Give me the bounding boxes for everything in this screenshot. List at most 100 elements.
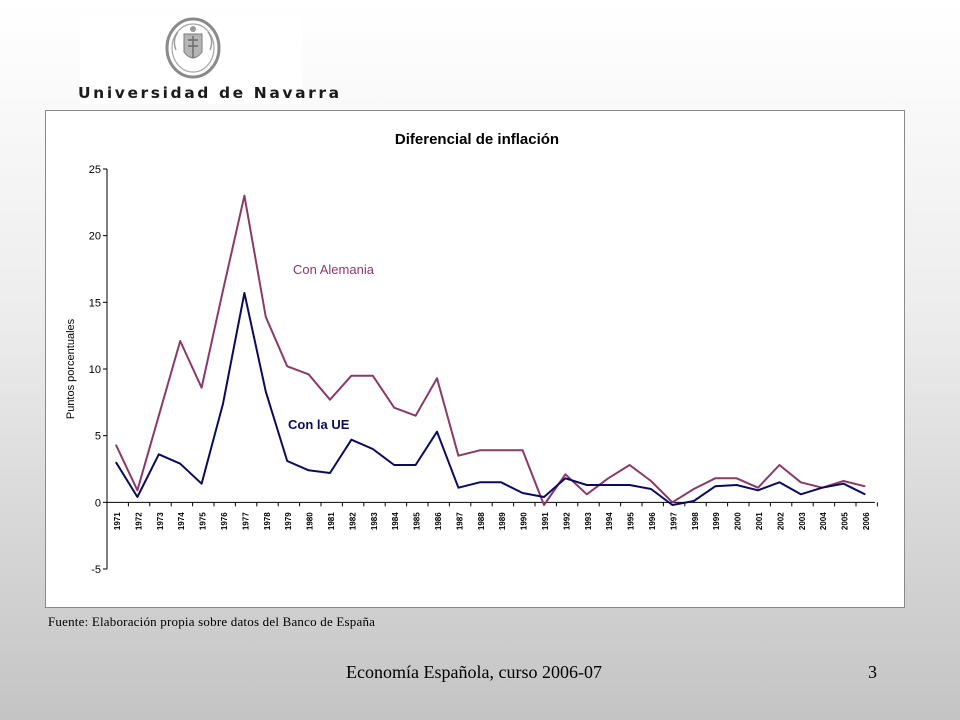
source-note: Fuente: Elaboración propia sobre datos d… <box>48 614 376 629</box>
data-point <box>693 500 695 502</box>
data-point <box>457 455 459 457</box>
data-point <box>564 477 567 479</box>
x-tick-label: 2006 <box>862 512 871 530</box>
series-line <box>115 194 866 506</box>
data-point <box>543 496 545 498</box>
data-point <box>607 477 609 479</box>
data-point <box>179 340 181 342</box>
data-point <box>265 391 267 393</box>
y-tick-label: 20 <box>89 231 101 243</box>
x-tick-label: 1976 <box>220 512 229 530</box>
data-point <box>372 448 374 450</box>
y-tick-label: 0 <box>95 497 101 509</box>
page-number: 3 <box>868 662 877 682</box>
y-tick-label: 5 <box>95 431 101 443</box>
data-point <box>201 387 203 389</box>
x-tick-label: 1996 <box>648 512 657 530</box>
data-point <box>736 477 738 479</box>
x-tick-label: 1978 <box>263 512 272 530</box>
data-point <box>136 489 138 491</box>
x-tick-label: 1981 <box>327 512 336 530</box>
x-tick-label: 1974 <box>177 512 186 530</box>
y-axis-label: Puntos porcentuales <box>65 318 77 419</box>
data-point <box>522 449 524 451</box>
y-tick-label: 10 <box>89 364 101 376</box>
data-point <box>436 377 438 379</box>
data-point <box>864 485 866 487</box>
data-point <box>136 496 138 498</box>
data-point <box>714 485 716 487</box>
series-labels: Con Alemania Con la UE <box>288 262 375 432</box>
x-tick-label: 1987 <box>455 512 464 530</box>
line-chart: Diferencial de inflación Puntos porcentu… <box>65 131 878 576</box>
data-point <box>115 444 117 446</box>
data-point <box>329 472 331 474</box>
data-point <box>286 365 288 367</box>
data-point <box>500 449 502 451</box>
data-point <box>415 464 417 466</box>
x-tick-label: 1982 <box>348 512 357 530</box>
data-point <box>800 493 802 495</box>
data-point <box>479 449 481 451</box>
data-point <box>350 375 352 377</box>
x-tick-label: 2000 <box>734 512 743 530</box>
data-point <box>864 493 866 495</box>
data-point <box>479 481 481 483</box>
x-tick-label: 1983 <box>370 512 379 530</box>
data-point <box>607 484 609 486</box>
x-tick-label: 2003 <box>798 512 807 530</box>
x-tick-label: 1989 <box>498 512 507 530</box>
data-point <box>393 464 395 466</box>
x-tick-label: 1993 <box>584 512 593 530</box>
x-tick-label: 1999 <box>712 512 721 530</box>
series-label: Con la UE <box>288 417 350 432</box>
data-point <box>457 487 459 489</box>
x-tick-label: 1979 <box>284 512 293 530</box>
data-point <box>757 489 759 491</box>
data-point <box>629 464 631 466</box>
x-tick-label: 2004 <box>819 512 828 530</box>
x-tick-label: 1971 <box>113 512 122 530</box>
data-point <box>329 399 331 401</box>
x-tick-label: 1975 <box>199 512 208 530</box>
data-point <box>629 484 631 486</box>
series-line <box>115 292 866 506</box>
data-point <box>778 481 781 483</box>
x-tick-label: 1990 <box>520 512 529 530</box>
y-tick-label: 15 <box>89 297 101 309</box>
x-tick-label: 1984 <box>391 512 400 530</box>
data-point <box>564 473 567 475</box>
data-point <box>201 483 203 485</box>
data-point <box>543 504 545 506</box>
data-point <box>243 195 245 197</box>
footer-course-text: Economía Española, curso 2006-07 <box>346 662 602 682</box>
data-point <box>736 484 738 486</box>
chart-axes: -5 0 5 10 15 20 25 1971 1972 1973 1974 1975 1976 1977… <box>89 164 878 576</box>
y-tick-label: -5 <box>91 564 101 576</box>
data-point <box>671 504 674 506</box>
x-tick-label: 1986 <box>434 512 443 530</box>
x-tick-label: 1977 <box>241 512 250 530</box>
data-point <box>372 375 374 377</box>
data-point <box>265 316 267 318</box>
data-point <box>286 460 288 462</box>
y-tick-label: 25 <box>89 164 101 176</box>
institution-name: Universidad de Navarra <box>78 84 342 102</box>
data-point <box>436 431 438 433</box>
x-tick-label: 1972 <box>134 512 143 530</box>
data-point <box>350 439 352 441</box>
x-tick-label: 1988 <box>477 512 486 530</box>
data-point <box>500 481 502 483</box>
data-point <box>843 480 845 482</box>
data-point <box>222 289 224 291</box>
series-layer <box>115 194 866 506</box>
x-tick-label: 1991 <box>541 512 550 530</box>
x-tick-label: 2005 <box>841 512 850 530</box>
data-point <box>308 469 310 471</box>
data-point <box>800 481 802 483</box>
data-point <box>671 501 674 503</box>
chart-title: Diferencial de inflación <box>395 131 559 148</box>
data-point <box>586 484 588 486</box>
x-tick-label: 1997 <box>669 512 678 530</box>
data-point <box>243 292 245 294</box>
